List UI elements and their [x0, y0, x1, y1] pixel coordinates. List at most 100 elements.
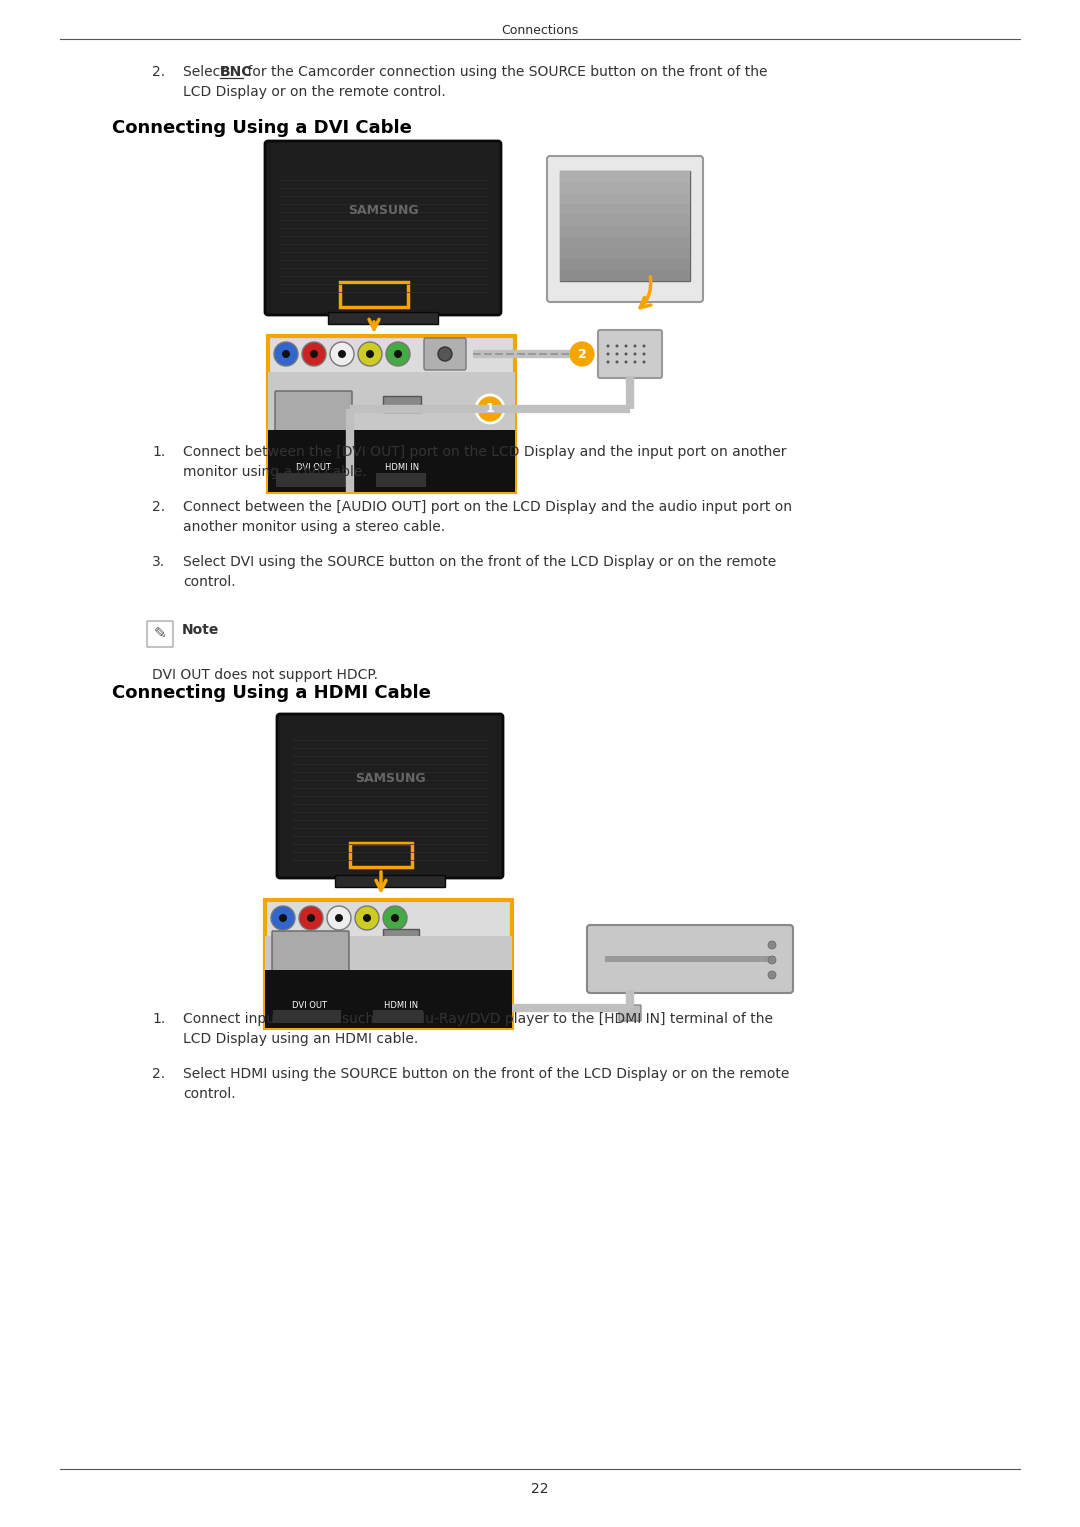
Text: control.: control.	[183, 576, 235, 589]
Text: 22: 22	[531, 1483, 549, 1496]
Text: SAMSUNG: SAMSUNG	[348, 203, 418, 217]
Text: Connect between the [AUDIO OUT] port on the LCD Display and the audio input port: Connect between the [AUDIO OUT] port on …	[183, 499, 792, 515]
Circle shape	[338, 350, 346, 357]
Circle shape	[634, 353, 636, 356]
FancyBboxPatch shape	[147, 621, 173, 647]
Circle shape	[634, 345, 636, 348]
Circle shape	[624, 345, 627, 348]
Circle shape	[366, 350, 374, 357]
Circle shape	[282, 350, 291, 357]
Bar	[350, 843, 411, 867]
Bar	[268, 431, 515, 492]
Circle shape	[643, 360, 646, 363]
Circle shape	[607, 353, 609, 356]
Text: 2: 2	[578, 348, 586, 360]
Circle shape	[607, 360, 609, 363]
Text: SAMSUNG: SAMSUNG	[354, 771, 426, 785]
Circle shape	[302, 342, 326, 366]
Text: Connecting Using a DVI Cable: Connecting Using a DVI Cable	[112, 119, 411, 137]
Circle shape	[768, 971, 777, 979]
Text: 1.: 1.	[152, 1012, 165, 1026]
Circle shape	[307, 915, 315, 922]
Text: Connecting Using a HDMI Cable: Connecting Using a HDMI Cable	[112, 684, 431, 702]
Circle shape	[643, 345, 646, 348]
Bar	[328, 312, 438, 324]
Bar	[376, 473, 426, 487]
Circle shape	[310, 350, 318, 357]
Bar	[383, 395, 421, 412]
Circle shape	[624, 353, 627, 356]
Circle shape	[383, 906, 407, 930]
Bar	[265, 936, 512, 970]
Bar	[265, 899, 512, 1028]
Text: 2.: 2.	[152, 499, 165, 515]
Circle shape	[327, 906, 351, 930]
Circle shape	[616, 345, 619, 348]
Circle shape	[357, 342, 382, 366]
FancyBboxPatch shape	[424, 337, 465, 370]
Bar	[265, 970, 512, 1028]
Circle shape	[391, 915, 399, 922]
Circle shape	[274, 342, 298, 366]
Circle shape	[634, 360, 636, 363]
Bar	[373, 1009, 423, 1023]
Text: Note: Note	[183, 623, 219, 637]
Circle shape	[363, 915, 372, 922]
Text: 2.: 2.	[152, 1067, 165, 1081]
Text: for the Camcorder connection using the SOURCE button on the front of the: for the Camcorder connection using the S…	[243, 66, 768, 79]
Text: 1: 1	[486, 403, 495, 415]
Text: DVI OUT: DVI OUT	[293, 1002, 327, 1011]
Circle shape	[616, 360, 619, 363]
FancyBboxPatch shape	[276, 715, 503, 878]
Circle shape	[607, 345, 609, 348]
Text: Select HDMI using the SOURCE button on the front of the LCD Display or on the re: Select HDMI using the SOURCE button on t…	[183, 1067, 789, 1081]
FancyBboxPatch shape	[272, 931, 349, 971]
Bar	[268, 373, 515, 431]
Text: HDMI IN: HDMI IN	[384, 463, 419, 472]
Circle shape	[568, 341, 596, 368]
Circle shape	[330, 342, 354, 366]
Text: Connections: Connections	[501, 23, 579, 37]
Text: 1.: 1.	[152, 444, 165, 460]
Text: Select DVI using the SOURCE button on the front of the LCD Display or on the rem: Select DVI using the SOURCE button on th…	[183, 554, 777, 570]
Circle shape	[616, 353, 619, 356]
Text: DVI OUT does not support HDCP.: DVI OUT does not support HDCP.	[152, 667, 378, 683]
FancyBboxPatch shape	[275, 391, 352, 431]
Bar	[335, 875, 445, 887]
Circle shape	[386, 342, 410, 366]
Text: control.: control.	[183, 1087, 235, 1101]
Text: BNC: BNC	[220, 66, 253, 79]
Circle shape	[355, 906, 379, 930]
Circle shape	[279, 915, 287, 922]
Text: Connect input devices such as a Blu-Ray/DVD player to the [HDMI IN] terminal of : Connect input devices such as a Blu-Ray/…	[183, 1012, 773, 1026]
Text: LCD Display using an HDMI cable.: LCD Display using an HDMI cable.	[183, 1032, 418, 1046]
Text: 2.: 2.	[152, 66, 165, 79]
Bar	[561, 171, 690, 281]
Circle shape	[643, 353, 646, 356]
Circle shape	[438, 347, 453, 360]
Text: LCD Display or on the remote control.: LCD Display or on the remote control.	[183, 86, 446, 99]
Text: 3.: 3.	[152, 554, 165, 570]
Circle shape	[299, 906, 323, 930]
FancyBboxPatch shape	[619, 1005, 642, 1022]
FancyBboxPatch shape	[598, 330, 662, 379]
FancyBboxPatch shape	[588, 925, 793, 993]
Bar	[276, 473, 346, 487]
Circle shape	[768, 941, 777, 948]
Circle shape	[624, 360, 627, 363]
Text: DVI OUT: DVI OUT	[296, 463, 330, 472]
Text: Select: Select	[183, 66, 230, 79]
Circle shape	[271, 906, 295, 930]
Circle shape	[394, 350, 402, 357]
FancyBboxPatch shape	[546, 156, 703, 302]
Bar	[273, 1009, 341, 1023]
FancyBboxPatch shape	[265, 140, 501, 315]
Text: ✎: ✎	[153, 626, 166, 641]
Text: monitor using a DVI cable.: monitor using a DVI cable.	[183, 466, 367, 479]
Bar	[605, 956, 775, 962]
Circle shape	[335, 915, 343, 922]
Bar	[340, 282, 408, 307]
Bar	[268, 336, 515, 492]
Text: HDMI IN: HDMI IN	[383, 1002, 418, 1011]
Circle shape	[476, 395, 504, 423]
